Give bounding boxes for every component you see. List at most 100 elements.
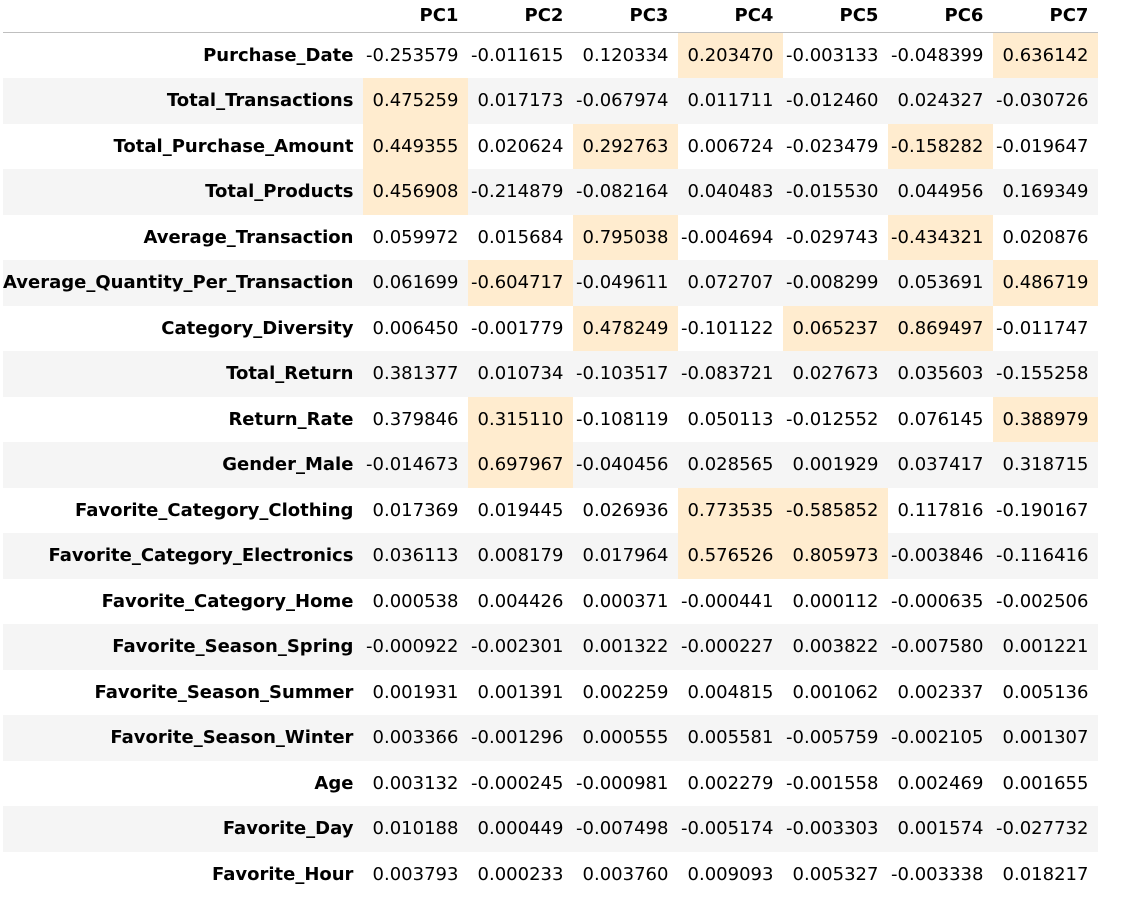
- table-row: Average_Transaction 0.059972 0.015684 0.795…: [3, 214, 1099, 260]
- cell-pc6: 0.053691: [897, 272, 984, 294]
- cell-pc3: 0.000555: [582, 727, 669, 749]
- cell-pc1: -0.253579: [366, 45, 459, 66]
- cell-pc2: 0.015684: [477, 226, 564, 248]
- cell-pc5: -0.003133: [786, 45, 879, 66]
- table-row: Total_Return 0.381377 0.010734 -0.103517 -0.…: [3, 351, 1099, 397]
- column-header-pc5: PC5: [783, 0, 889, 33]
- cell-pc4: 0.011711: [687, 90, 774, 112]
- cell-pc5: 0.805973: [783, 533, 889, 579]
- cell-pc6: 0.024327: [897, 90, 984, 112]
- cell-pc7: 0.001221: [1002, 636, 1089, 658]
- cell-pc1: 0.003793: [372, 863, 459, 885]
- cell-pc5: 0.065237: [783, 305, 889, 351]
- column-header-pc7: PC7: [993, 0, 1099, 33]
- cell-pc2: -0.002301: [471, 636, 564, 658]
- cell-pc2: -0.000245: [471, 772, 564, 794]
- cell-pc2: 0.017173: [477, 90, 564, 112]
- cell-pc1: 0.061699: [372, 272, 459, 294]
- column-header-pc6: PC6: [888, 0, 994, 33]
- cell-pc6: 0.037417: [897, 454, 984, 476]
- table-header: PC1 PC2 PC3 PC4 PC5 PC6 PC7: [3, 0, 1099, 33]
- cell-pc6: 0.044956: [897, 181, 984, 203]
- row-label: Favorite_Day: [222, 818, 354, 840]
- cell-pc6: 0.002337: [897, 681, 984, 703]
- cell-pc1: 0.381377: [372, 363, 459, 385]
- cell-pc2: 0.008179: [477, 545, 564, 567]
- column-header-pc2: PC2: [468, 0, 574, 33]
- cell-pc3: -0.067974: [576, 90, 669, 112]
- row-label: Purchase_Date: [203, 45, 354, 66]
- cell-pc6: -0.158282: [888, 123, 994, 169]
- cell-pc2: 0.001391: [477, 681, 564, 703]
- row-label: Favorite_Category_Electronics: [48, 545, 354, 567]
- cell-pc4: 0.072707: [687, 272, 774, 294]
- cell-pc6: 0.117816: [897, 499, 984, 521]
- row-label: Gender_Male: [222, 454, 354, 476]
- row-label: Total_Purchase_Amount: [113, 135, 354, 157]
- cell-pc1: 0.379846: [372, 408, 459, 430]
- cell-pc1: -0.000922: [366, 636, 459, 658]
- cell-pc2: 0.000449: [477, 818, 564, 840]
- cell-pc2: -0.001296: [471, 727, 564, 749]
- cell-pc4: 0.040483: [687, 181, 774, 203]
- table-row: Favorite_Category_Electronics 0.036113 0.0…: [3, 533, 1099, 579]
- cell-pc5: -0.012552: [786, 408, 879, 430]
- cell-pc6: 0.035603: [897, 363, 984, 385]
- cell-pc3: 0.001322: [582, 636, 669, 658]
- cell-pc3: 0.120334: [582, 45, 669, 66]
- row-label: Favorite_Category_Home: [101, 590, 354, 612]
- cell-pc6: -0.000635: [891, 590, 984, 612]
- index-header-corner: [3, 0, 364, 33]
- header-row: PC1 PC2 PC3 PC4 PC5 PC6 PC7: [3, 0, 1099, 33]
- cell-pc7: 0.018217: [1002, 863, 1089, 885]
- cell-pc2: 0.004426: [477, 590, 564, 612]
- row-label: Average_Quantity_Per_Transaction: [3, 272, 354, 294]
- cell-pc1: 0.456908: [363, 169, 469, 215]
- cell-pc4: 0.050113: [687, 408, 774, 430]
- cell-pc1: -0.014673: [366, 454, 459, 476]
- cell-pc7: -0.190167: [996, 499, 1089, 521]
- cell-pc7: 0.001655: [1002, 772, 1089, 794]
- cell-pc4: -0.004694: [681, 226, 774, 248]
- cell-pc1: 0.000538: [372, 590, 459, 612]
- cell-pc2: 0.019445: [477, 499, 564, 521]
- cell-pc6: -0.007580: [891, 636, 984, 658]
- cell-pc6: 0.001574: [897, 818, 984, 840]
- row-label: Return_Rate: [228, 408, 354, 430]
- cell-pc5: -0.023479: [786, 135, 879, 157]
- cell-pc4: 0.004815: [687, 681, 774, 703]
- cell-pc6: -0.002105: [891, 727, 984, 749]
- cell-pc3: -0.082164: [576, 181, 669, 203]
- row-label: Age: [314, 772, 354, 794]
- cell-pc5: 0.000112: [792, 590, 879, 612]
- table-row: Favorite_Hour 0.003793 0.000233 0.003760 0.0…: [3, 851, 1099, 897]
- table-body: Purchase_Date -0.253579 -0.011615 0.120334 0…: [3, 32, 1099, 897]
- cell-pc2: 0.315110: [468, 396, 574, 442]
- cell-pc7: 0.169349: [1002, 181, 1089, 203]
- cell-pc5: -0.003303: [786, 818, 879, 840]
- row-label: Favorite_Category_Clothing: [75, 499, 354, 521]
- cell-pc7: -0.002506: [996, 590, 1089, 612]
- cell-pc3: 0.478249: [573, 305, 679, 351]
- cell-pc1: 0.003132: [372, 772, 459, 794]
- cell-pc4: -0.083721: [681, 363, 774, 385]
- table-row: Age 0.003132 -0.000245 -0.000981 0.002279 -0.…: [3, 760, 1099, 806]
- cell-pc7: 0.020876: [1002, 226, 1089, 248]
- cell-pc1: 0.001931: [372, 681, 459, 703]
- cell-pc1: 0.036113: [372, 545, 459, 567]
- table-row: Total_Purchase_Amount 0.449355 0.020624 0.2…: [3, 123, 1099, 169]
- cell-pc3: -0.040456: [576, 454, 669, 476]
- row-label: Favorite_Season_Winter: [110, 727, 354, 749]
- cell-pc2: 0.697967: [468, 442, 574, 488]
- cell-pc5: -0.008299: [786, 272, 879, 294]
- cell-pc4: -0.101122: [681, 317, 774, 339]
- cell-pc4: 0.773535: [678, 487, 784, 533]
- cell-pc3: -0.007498: [576, 818, 669, 840]
- cell-pc7: -0.155258: [996, 363, 1089, 385]
- cell-pc7: -0.019647: [996, 135, 1089, 157]
- cell-pc3: -0.000981: [576, 772, 669, 794]
- cell-pc6: -0.003338: [891, 863, 984, 885]
- cell-pc5: -0.015530: [786, 181, 879, 203]
- cell-pc5: 0.027673: [792, 363, 879, 385]
- cell-pc4: 0.005581: [687, 727, 774, 749]
